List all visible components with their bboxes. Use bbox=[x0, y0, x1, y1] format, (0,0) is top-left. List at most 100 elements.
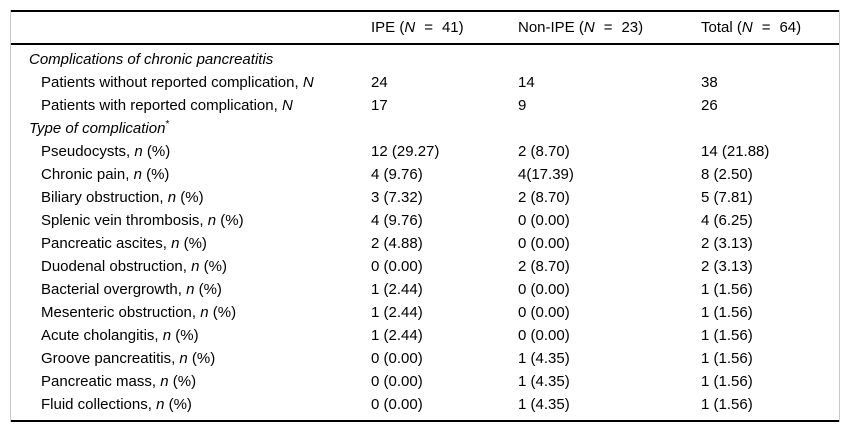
table-row: Pseudocysts, n (%) 12 (29.27) 2 (8.70) 14 (… bbox=[11, 140, 839, 163]
table-row: Duodenal obstruction, n (%) 0 (0.00) 2 (8.… bbox=[11, 255, 839, 278]
row-label: Duodenal obstruction, n (%) bbox=[11, 258, 371, 275]
section-label: Complications of chronic pancreatitis bbox=[29, 51, 274, 68]
row-label: Splenic vein thrombosis, n (%) bbox=[11, 212, 371, 229]
row-label-text: Groove pancreatitis, bbox=[41, 350, 180, 367]
table-row: Pancreatic mass, n (%) 0 (0.00) 1 (4.35) 1 … bbox=[11, 370, 839, 393]
row-label: Pancreatic mass, n (%) bbox=[11, 373, 371, 390]
column-header-equals: = bbox=[603, 19, 613, 36]
row-label-text: Biliary obstruction, bbox=[41, 189, 168, 206]
row-label-text: Acute cholangitis, bbox=[41, 327, 163, 344]
row-label-unit: (%) bbox=[141, 166, 170, 183]
table-row: Patients with reported complication, N 17… bbox=[11, 94, 839, 117]
row-label-text: Splenic vein thrombosis, bbox=[41, 212, 208, 229]
row-label-variable: n bbox=[133, 166, 142, 183]
cell-total: 2 (3.13) bbox=[701, 258, 753, 275]
cell-total: 1 (1.56) bbox=[701, 396, 753, 413]
column-header-non-ipe: Non-IPE (N = 23) bbox=[518, 19, 701, 36]
row-label-variable: n bbox=[160, 373, 169, 390]
row-label-unit: (%) bbox=[171, 327, 199, 344]
row-label: Chronic pain, n (%) bbox=[11, 166, 371, 183]
column-header-n-symbol: N bbox=[583, 19, 595, 36]
cell-total: 14 (21.88) bbox=[701, 143, 770, 160]
row-label: Complications of chronic pancreatitis bbox=[11, 51, 371, 68]
column-header-equals: = bbox=[424, 19, 433, 36]
cell-ipe: 4 (9.76) bbox=[371, 212, 423, 229]
row-label-variable: n bbox=[179, 350, 188, 367]
row-label-variable: N bbox=[281, 97, 293, 114]
row-label: Patients with reported complication, N bbox=[11, 97, 371, 114]
table-row: Pancreatic ascites, n (%) 2 (4.88) 0 (0.00… bbox=[11, 232, 839, 255]
table-row: Biliary obstruction, n (%) 3 (7.32) 2 (8.7… bbox=[11, 186, 839, 209]
row-label-variable: n bbox=[200, 304, 209, 321]
column-header-count: 23) bbox=[621, 19, 644, 36]
table-row: Chronic pain, n (%) 4 (9.76) 4(17.39) 8 (2.… bbox=[11, 163, 839, 186]
cell-total: 26 bbox=[701, 97, 718, 114]
row-label-unit: (%) bbox=[208, 304, 237, 321]
cell-total: 1 (1.56) bbox=[701, 350, 753, 367]
row-label-unit: (%) bbox=[168, 373, 197, 390]
cell-ipe: 1 (2.44) bbox=[371, 304, 423, 321]
section-row: Complications of chronic pancreatitis bbox=[11, 48, 839, 71]
row-label: Patients without reported complication, … bbox=[11, 74, 371, 91]
cell-total: 1 (1.56) bbox=[701, 327, 753, 344]
cell-ipe: 2 (4.88) bbox=[371, 235, 423, 252]
cell-total: 2 (3.13) bbox=[701, 235, 753, 252]
row-label-variable: n bbox=[162, 327, 172, 344]
row-label-variable: N bbox=[302, 74, 314, 91]
column-header-count: 64) bbox=[779, 19, 802, 36]
cell-ipe: 1 (2.44) bbox=[371, 327, 423, 344]
cell-ipe: 12 (29.27) bbox=[371, 143, 440, 160]
row-label-text: Pseudocysts, bbox=[41, 143, 135, 160]
cell-total: 8 (2.50) bbox=[701, 166, 753, 183]
row-label-text: Fluid collections, bbox=[41, 396, 157, 413]
table-row: Fluid collections, n (%) 0 (0.00) 1 (4.35)… bbox=[11, 393, 839, 416]
table-body: Complications of chronic pancreatitis Pat… bbox=[11, 45, 839, 422]
cell-total: 4 (6.25) bbox=[701, 212, 753, 229]
cell-ipe: 17 bbox=[371, 97, 388, 114]
row-label-text: Chronic pain, bbox=[41, 166, 134, 183]
row-label-unit: (%) bbox=[199, 258, 227, 275]
row-label-text: Mesenteric obstruction, bbox=[41, 304, 201, 321]
row-label: Acute cholangitis, n (%) bbox=[11, 327, 371, 344]
column-header-equals: = bbox=[761, 19, 771, 36]
cell-non-ipe: 0 (0.00) bbox=[518, 235, 570, 252]
row-label-text: Pancreatic mass, bbox=[41, 373, 161, 390]
column-header-total: Total (N = 64) bbox=[701, 19, 839, 36]
row-label-unit: (%) bbox=[176, 189, 204, 206]
cell-ipe: 1 (2.44) bbox=[371, 281, 423, 298]
cell-ipe: 0 (0.00) bbox=[371, 350, 423, 367]
cell-total: 1 (1.56) bbox=[701, 304, 753, 321]
row-label: Bacterial overgrowth, n (%) bbox=[11, 281, 371, 298]
column-header-prefix: Total ( bbox=[701, 19, 742, 36]
cell-non-ipe: 0 (0.00) bbox=[518, 304, 570, 321]
cell-non-ipe: 14 bbox=[518, 74, 535, 91]
section-label: Type of complication bbox=[29, 120, 166, 137]
section-row: Type of complication* bbox=[11, 117, 839, 140]
table-row: Acute cholangitis, n (%) 1 (2.44) 0 (0.00)… bbox=[11, 324, 839, 347]
row-label-unit: (%) bbox=[194, 281, 222, 298]
footnote-marker: * bbox=[165, 119, 170, 130]
cell-ipe: 3 (7.32) bbox=[371, 189, 423, 206]
cell-non-ipe: 0 (0.00) bbox=[518, 281, 570, 298]
row-label-unit: (%) bbox=[187, 350, 216, 367]
row-label: Type of complication* bbox=[11, 119, 371, 138]
row-label: Fluid collections, n (%) bbox=[11, 396, 371, 413]
cell-non-ipe: 0 (0.00) bbox=[518, 212, 570, 229]
column-header-prefix: IPE ( bbox=[371, 19, 405, 36]
table-row: Patients without reported complication, … bbox=[11, 71, 839, 94]
row-label-variable: n bbox=[191, 258, 200, 275]
row-label-text: Patients with reported complication, bbox=[41, 97, 282, 114]
cell-total: 1 (1.56) bbox=[701, 281, 753, 298]
table-row: Bacterial overgrowth, n (%) 1 (2.44) 0 (0.… bbox=[11, 278, 839, 301]
row-label-unit: (%) bbox=[216, 212, 244, 229]
cell-non-ipe: 9 bbox=[518, 97, 527, 114]
row-label-text: Pancreatic ascites, bbox=[41, 235, 172, 252]
cell-non-ipe: 2 (8.70) bbox=[518, 189, 570, 206]
row-label-variable: n bbox=[134, 143, 143, 160]
column-header-n-symbol: N bbox=[404, 19, 416, 36]
cell-ipe: 24 bbox=[371, 74, 388, 91]
cell-total: 1 (1.56) bbox=[701, 373, 753, 390]
table-row: Splenic vein thrombosis, n (%) 4 (9.76) 0 … bbox=[11, 209, 839, 232]
cell-ipe: 4 (9.76) bbox=[371, 166, 423, 183]
table-header-row: IPE (N = 41) Non-IPE (N = 23) Total (N = 64) bbox=[11, 10, 839, 45]
